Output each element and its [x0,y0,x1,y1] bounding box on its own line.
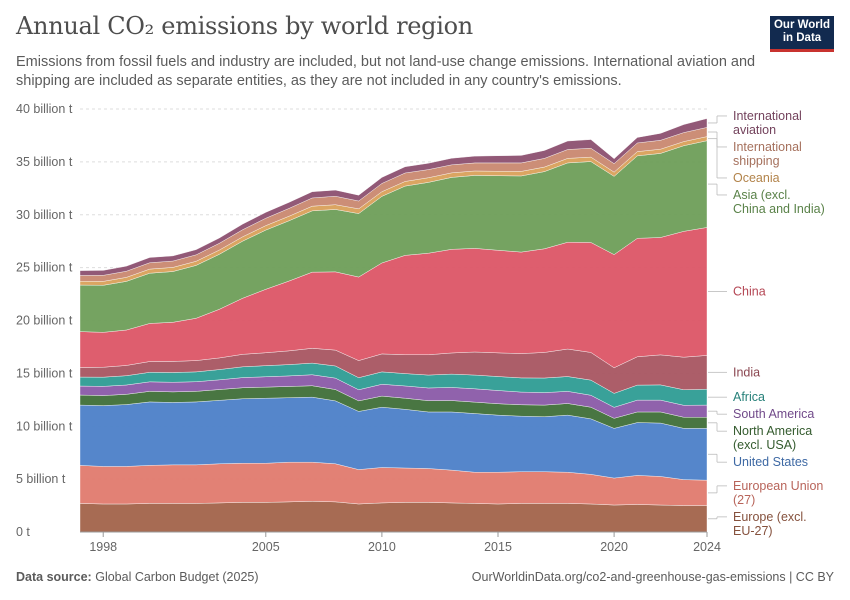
x-tick-label: 2020 [600,540,628,554]
x-tick-label: 2024 [693,540,721,554]
y-tick-label: 40 billion t [16,102,73,116]
data-source-label: Data source: [16,570,92,584]
area-series [79,118,708,533]
legend-label[interactable]: China [733,284,766,298]
data-source-text[interactable]: Global Carbon Budget (2025) [95,570,259,584]
x-tick-label: 2015 [484,540,512,554]
y-tick-label: 35 billion t [16,155,73,169]
y-tick-label: 20 billion t [16,314,73,328]
y-tick-label: 15 billion t [16,366,73,380]
source-url[interactable]: OurWorldinData.org/co2-and-greenhouse-ga… [471,570,834,584]
legend-label[interactable]: North America (excl. USA) [733,424,812,452]
legend-label[interactable]: International aviation [733,109,802,137]
data-source: Data source: Global Carbon Budget (2025) [16,570,259,584]
x-tick-label: 2010 [368,540,396,554]
logo-line-1: Our World [773,19,830,31]
legend-label[interactable]: Africa [733,390,765,404]
y-tick-label: 5 billion t [16,472,66,486]
chart-title: Annual CO₂ emissions by world region [16,12,473,40]
y-tick-label: 10 billion t [16,419,73,433]
legend-label[interactable]: International shipping [733,140,802,168]
chart-subtitle: Emissions from fossil fuels and industry… [16,54,756,89]
y-tick-label: 0 t [16,525,30,539]
y-tick-label: 25 billion t [16,261,73,275]
legend-label[interactable]: India [733,365,760,379]
y-tick-label: 30 billion t [16,208,73,222]
legend-label[interactable]: Asia (excl. China and India) [733,188,825,216]
owid-logo[interactable]: Our World in Data [770,16,834,52]
legend-label[interactable]: Europe (excl. EU-27) [733,510,807,538]
axes: 0 t 5 billion t 10 billion t 15 billion t 20… [16,102,721,554]
legend-label[interactable]: Oceania [733,171,780,185]
legend: International aviation International shippi… [708,109,825,538]
x-tick-label: 1998 [89,540,117,554]
area-europe-excl-eu-27[interactable] [79,501,708,533]
area-international-aviation[interactable] [79,118,708,276]
legend-label[interactable]: United States [733,455,808,469]
x-tick-label: 2005 [252,540,280,554]
legend-label[interactable]: European Union (27) [733,479,823,507]
legend-label[interactable]: South America [733,407,814,421]
logo-line-2: in Data [782,32,822,44]
